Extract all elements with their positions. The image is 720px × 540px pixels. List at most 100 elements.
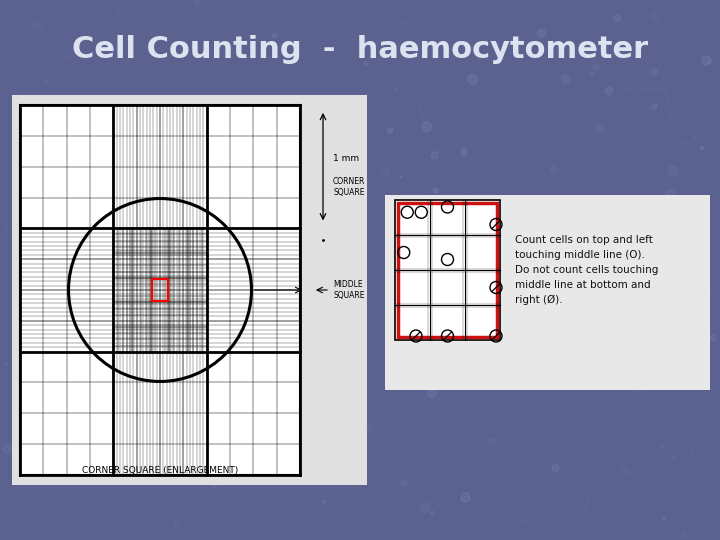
Circle shape xyxy=(89,121,96,128)
Circle shape xyxy=(266,255,271,260)
Circle shape xyxy=(189,266,197,274)
Circle shape xyxy=(395,88,397,90)
Circle shape xyxy=(642,247,647,252)
Circle shape xyxy=(386,213,391,218)
Text: 1 mm: 1 mm xyxy=(333,154,359,163)
Circle shape xyxy=(461,149,467,155)
Circle shape xyxy=(468,75,477,84)
Circle shape xyxy=(605,87,612,94)
Text: CORNER SQUARE (ENLARGEMENT): CORNER SQUARE (ENLARGEMENT) xyxy=(82,465,238,475)
Circle shape xyxy=(595,124,604,133)
Circle shape xyxy=(65,56,68,59)
Circle shape xyxy=(461,493,470,502)
Text: CORNER
SQUARE: CORNER SQUARE xyxy=(333,177,365,197)
Circle shape xyxy=(263,191,271,200)
Circle shape xyxy=(218,130,225,137)
Circle shape xyxy=(27,471,32,475)
Circle shape xyxy=(661,203,668,210)
Circle shape xyxy=(328,386,333,391)
Circle shape xyxy=(537,29,545,37)
Circle shape xyxy=(622,467,629,475)
Bar xyxy=(20,105,300,475)
Circle shape xyxy=(480,251,484,254)
Circle shape xyxy=(4,362,8,366)
Bar xyxy=(152,279,168,301)
Circle shape xyxy=(112,392,120,401)
Circle shape xyxy=(45,188,54,197)
Circle shape xyxy=(710,335,716,341)
Bar xyxy=(385,195,710,390)
Circle shape xyxy=(15,145,19,149)
Circle shape xyxy=(192,170,198,176)
Circle shape xyxy=(69,347,73,351)
Circle shape xyxy=(431,152,438,159)
Text: MIDDLE
SQUARE: MIDDLE SQUARE xyxy=(333,280,364,300)
Circle shape xyxy=(213,484,216,488)
Circle shape xyxy=(364,62,368,66)
Circle shape xyxy=(579,259,583,264)
Circle shape xyxy=(580,23,582,25)
Circle shape xyxy=(27,427,30,429)
Circle shape xyxy=(433,188,438,193)
Circle shape xyxy=(606,251,615,259)
Circle shape xyxy=(293,375,299,381)
Circle shape xyxy=(593,64,599,70)
Circle shape xyxy=(33,21,42,30)
Circle shape xyxy=(561,75,570,83)
Circle shape xyxy=(428,389,436,397)
Circle shape xyxy=(400,176,402,178)
Circle shape xyxy=(154,302,158,306)
Circle shape xyxy=(667,190,674,197)
Circle shape xyxy=(74,448,84,457)
Circle shape xyxy=(322,500,325,503)
Circle shape xyxy=(382,167,389,175)
Circle shape xyxy=(571,367,579,374)
Circle shape xyxy=(168,356,174,361)
Bar xyxy=(395,200,500,340)
Circle shape xyxy=(166,241,170,246)
Circle shape xyxy=(160,309,163,312)
Circle shape xyxy=(683,259,690,266)
Circle shape xyxy=(431,511,434,515)
Circle shape xyxy=(422,122,431,132)
Circle shape xyxy=(52,418,58,424)
Circle shape xyxy=(614,15,620,21)
Circle shape xyxy=(652,104,657,110)
Circle shape xyxy=(672,457,675,460)
Circle shape xyxy=(401,480,408,486)
Circle shape xyxy=(45,79,47,82)
Circle shape xyxy=(585,340,593,348)
Circle shape xyxy=(348,298,355,305)
Circle shape xyxy=(117,221,122,227)
Circle shape xyxy=(127,397,132,403)
Circle shape xyxy=(63,380,70,386)
Circle shape xyxy=(606,223,614,232)
Circle shape xyxy=(212,259,218,266)
Circle shape xyxy=(204,274,212,281)
Circle shape xyxy=(702,56,711,65)
Circle shape xyxy=(660,446,663,449)
Circle shape xyxy=(701,146,703,150)
Circle shape xyxy=(323,187,330,194)
Circle shape xyxy=(570,279,576,285)
Circle shape xyxy=(259,259,269,268)
Circle shape xyxy=(490,437,497,444)
Circle shape xyxy=(258,224,261,227)
Circle shape xyxy=(552,464,559,471)
Circle shape xyxy=(243,106,253,114)
Circle shape xyxy=(708,61,711,64)
Circle shape xyxy=(31,207,37,213)
Circle shape xyxy=(682,534,686,538)
Circle shape xyxy=(572,386,575,389)
Text: Count cells on top and left
touching middle line (O).
Do not count cells touchin: Count cells on top and left touching mid… xyxy=(515,235,658,305)
Circle shape xyxy=(365,424,373,432)
Circle shape xyxy=(218,246,226,254)
Circle shape xyxy=(550,166,557,173)
Circle shape xyxy=(634,360,643,369)
Circle shape xyxy=(303,382,307,387)
Circle shape xyxy=(675,253,677,255)
Circle shape xyxy=(387,128,393,133)
Circle shape xyxy=(687,368,689,370)
Circle shape xyxy=(385,324,394,333)
Circle shape xyxy=(669,166,678,176)
